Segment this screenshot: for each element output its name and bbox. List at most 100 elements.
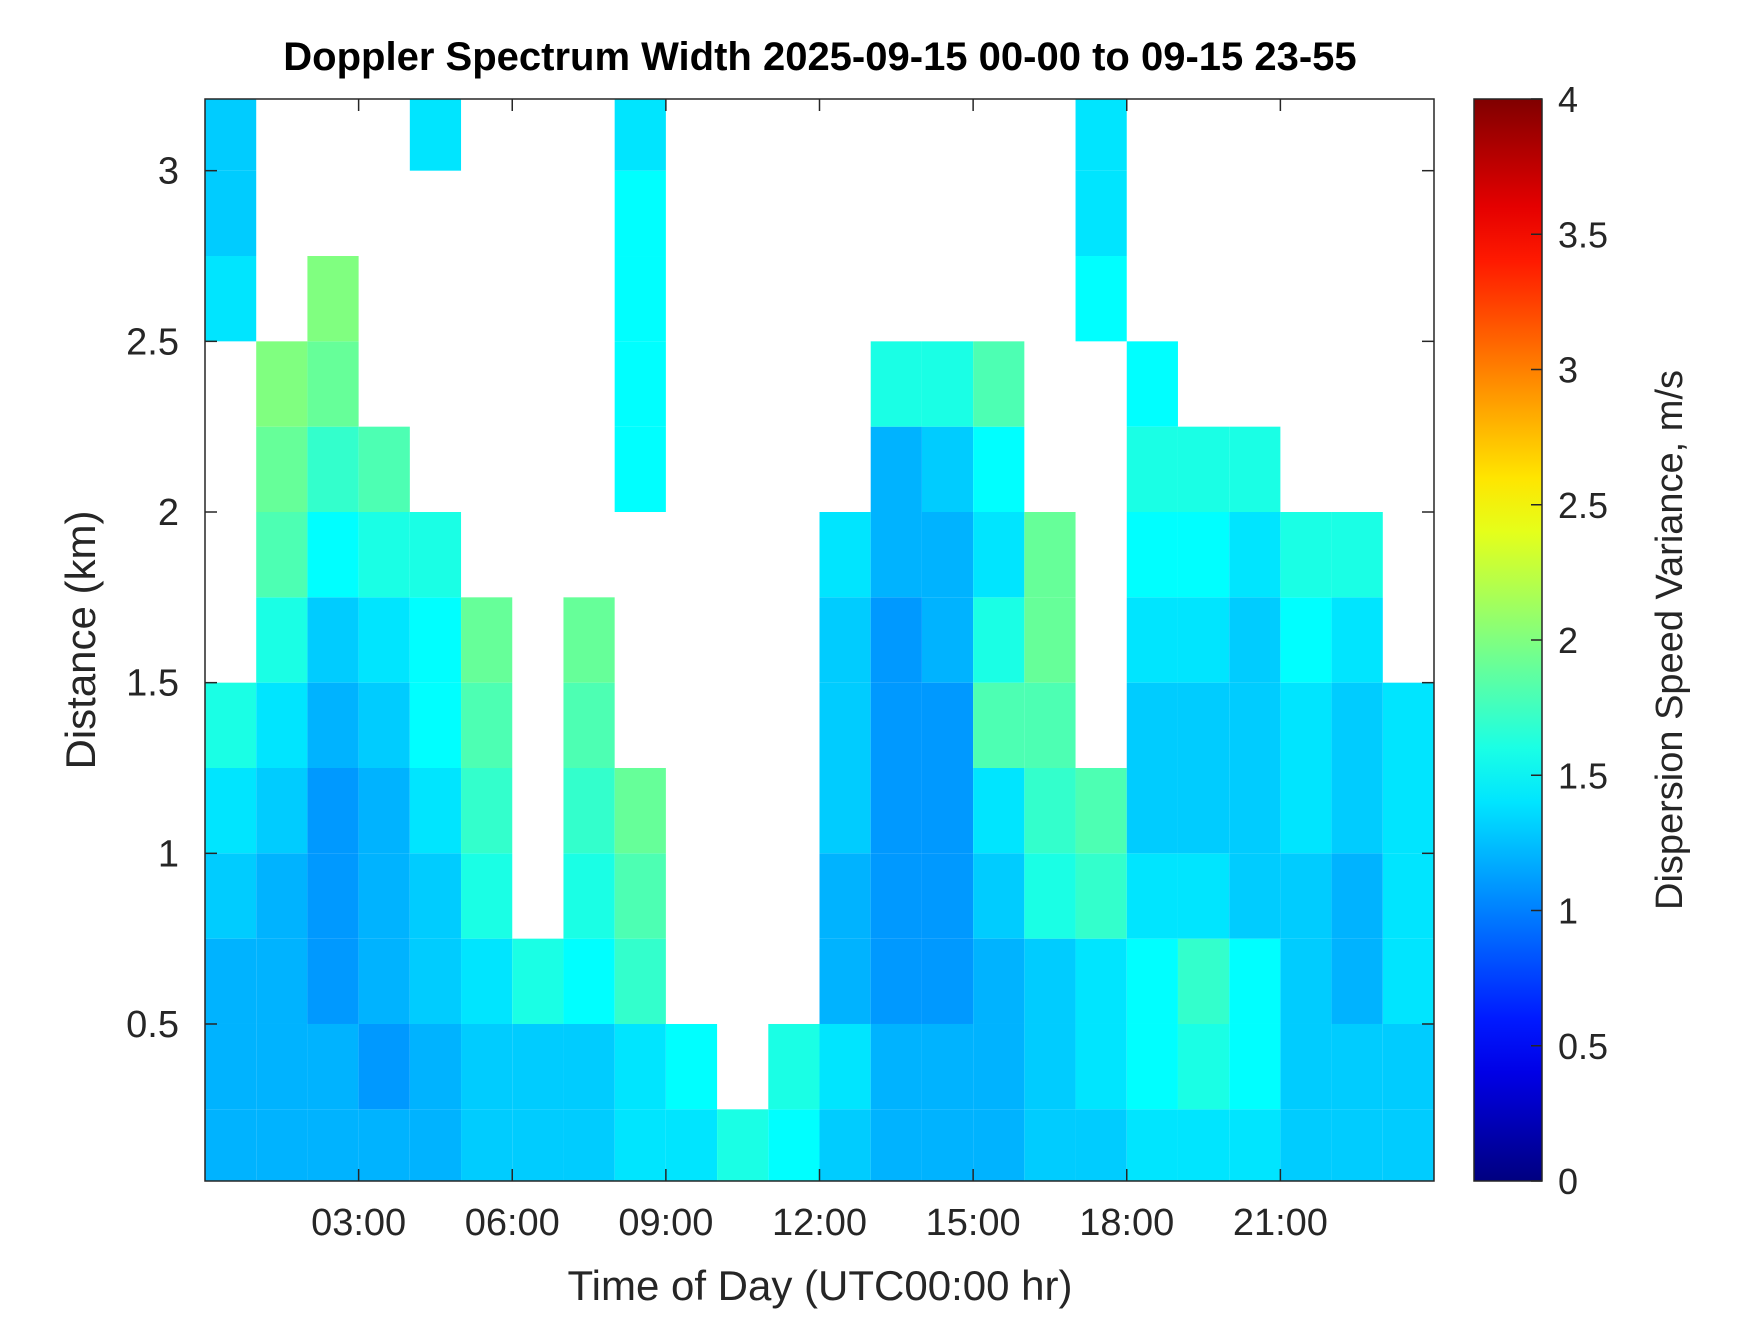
colorbar-label: Dispersion Speed Variance, m/s xyxy=(1649,370,1691,910)
heatmap-cell xyxy=(1126,682,1178,768)
heatmap-cell xyxy=(973,1109,1025,1181)
heatmap-cell xyxy=(307,767,359,854)
heatmap-cell xyxy=(1382,853,1434,939)
heatmap-cell xyxy=(461,1023,513,1110)
heatmap-cell xyxy=(409,1023,462,1110)
x-tick-label: 15:00 xyxy=(926,1202,1021,1244)
heatmap-cell xyxy=(1177,1109,1230,1181)
heatmap-cell xyxy=(973,597,1025,683)
heatmap-cell xyxy=(1382,767,1434,854)
heatmap-cell xyxy=(921,1109,974,1181)
heatmap-cell xyxy=(921,853,974,939)
heatmap-cell xyxy=(921,597,974,683)
heatmap-cell xyxy=(1075,1023,1127,1110)
heatmap-cell xyxy=(205,853,257,939)
heatmap-cell xyxy=(1331,938,1383,1024)
heatmap-cell xyxy=(1024,767,1076,854)
heatmap-cell xyxy=(870,682,922,768)
heatmap-cell xyxy=(1280,597,1332,683)
heatmap-cell xyxy=(256,426,308,513)
heatmap-cell xyxy=(1382,938,1434,1024)
heatmap-cell xyxy=(921,1023,974,1110)
y-tick-label: 0.5 xyxy=(126,1004,179,1046)
heatmap-cell xyxy=(1126,597,1178,683)
heatmap-cell xyxy=(1229,767,1281,854)
heatmap-cell xyxy=(1229,426,1281,513)
heatmap-cell xyxy=(819,938,871,1024)
heatmap-cell xyxy=(205,170,257,257)
heatmap-cell xyxy=(307,597,359,683)
x-tick-label: 18:00 xyxy=(1079,1202,1174,1244)
heatmap-cell xyxy=(665,1109,718,1181)
heatmap-cell xyxy=(409,938,462,1024)
heatmap-cell xyxy=(1280,682,1332,768)
heatmap-cell xyxy=(307,938,359,1024)
heatmap-cell xyxy=(1024,1023,1076,1110)
heatmap-cell xyxy=(256,853,308,939)
chart-title: Doppler Spectrum Width 2025-09-15 00-00 … xyxy=(283,35,1356,79)
colorbar-tick-label: 3 xyxy=(1558,350,1578,391)
heatmap-cell xyxy=(921,341,974,427)
heatmap-cell xyxy=(819,682,871,768)
heatmap-cell xyxy=(1024,1109,1076,1181)
heatmap-cell xyxy=(1280,1023,1332,1110)
heatmap-cell xyxy=(205,1023,257,1110)
heatmap-cell xyxy=(307,1109,359,1181)
heatmap-cell xyxy=(870,938,922,1024)
heatmap-cell xyxy=(256,938,308,1024)
heatmap-cell xyxy=(614,938,666,1024)
heatmap-cell xyxy=(1126,767,1178,854)
heatmap-cell xyxy=(1126,512,1178,598)
heatmap-cell xyxy=(563,1023,615,1110)
heatmap-cell xyxy=(205,682,257,768)
heatmap-cell xyxy=(870,597,922,683)
heatmap-cell xyxy=(358,682,410,768)
heatmap-cell xyxy=(1280,512,1332,598)
heatmap-cell xyxy=(1229,938,1281,1024)
heatmap-cell xyxy=(614,853,666,939)
heatmap-cell xyxy=(512,938,564,1024)
heatmap-cell xyxy=(1024,512,1076,598)
heatmap-cell xyxy=(665,1023,718,1110)
heatmap-cell xyxy=(512,1109,564,1181)
heatmap-cell xyxy=(1177,597,1230,683)
colorbar-tick-label: 0 xyxy=(1558,1161,1578,1202)
heatmap-cell xyxy=(1331,512,1383,598)
heatmap-cell xyxy=(1229,682,1281,768)
heatmap-cell xyxy=(205,1109,257,1181)
colorbar-tick-label: 1.5 xyxy=(1558,755,1608,796)
heatmap-cell xyxy=(307,256,359,342)
heatmap-cell xyxy=(614,1109,666,1181)
heatmap-cell xyxy=(614,170,666,257)
heatmap-cell xyxy=(1382,682,1434,768)
heatmap-cell xyxy=(358,1023,410,1110)
heatmap-cell xyxy=(870,767,922,854)
heatmap-cell xyxy=(1075,99,1127,171)
heatmap-cell xyxy=(1229,853,1281,939)
heatmap-cell xyxy=(307,682,359,768)
heatmap-cell xyxy=(358,1109,410,1181)
heatmap-cell xyxy=(256,1023,308,1110)
heatmap-cell xyxy=(819,853,871,939)
heatmap-cell xyxy=(358,938,410,1024)
heatmap-cell xyxy=(614,256,666,342)
heatmap-cell xyxy=(1331,597,1383,683)
heatmap-cell xyxy=(307,341,359,427)
heatmap-cell xyxy=(819,1023,871,1110)
heatmap-cell xyxy=(1075,256,1127,342)
heatmap-cell xyxy=(1177,426,1230,513)
heatmap-cell xyxy=(1229,1109,1281,1181)
heatmap-cell xyxy=(307,512,359,598)
heatmap-cell xyxy=(461,853,513,939)
heatmap-cell xyxy=(921,426,974,513)
heatmap-cell xyxy=(1024,597,1076,683)
heatmap-cell xyxy=(563,767,615,854)
heatmap-cell xyxy=(1229,512,1281,598)
colorbar-tick-label: 3.5 xyxy=(1558,214,1608,255)
heatmap-cell xyxy=(819,597,871,683)
colorbar-tick-label: 4 xyxy=(1558,79,1578,120)
heatmap-cell xyxy=(870,1023,922,1110)
heatmap-cell xyxy=(256,512,308,598)
